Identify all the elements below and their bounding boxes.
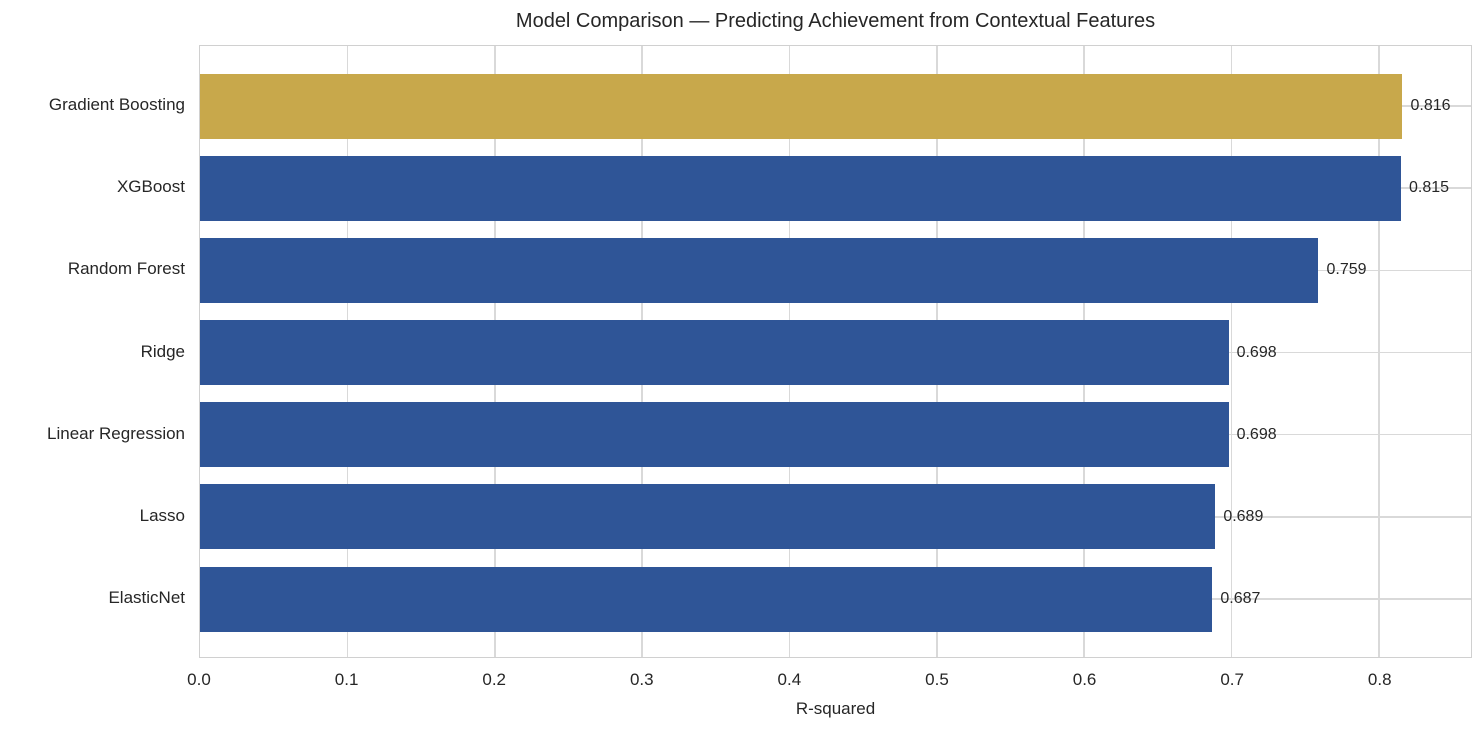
- bar-xgboost: [200, 155, 1401, 221]
- bar-gradient-boosting: [200, 73, 1403, 139]
- x-axis-tick-labels: 0.0 0.1 0.2 0.3 0.4 0.5 0.6 0.7 0.8: [187, 658, 1472, 689]
- x-tick-label: 0.7: [1220, 670, 1244, 689]
- x-tick-label: 0.8: [1367, 670, 1392, 689]
- y-tick-label: ElasticNet: [108, 588, 185, 607]
- bar-linear-regression: [200, 402, 1229, 468]
- plot-area: 0.816 0.815 0.759 0.698 0.698 0.689 0.687: [199, 45, 1472, 658]
- y-tick-label: Random Forest: [67, 259, 185, 279]
- bar-value-label: 0.759: [1326, 261, 1367, 279]
- x-tick-label: 0.5: [925, 670, 949, 689]
- y-tick-label: XGBoost: [116, 177, 185, 197]
- bar-random-forest: [200, 237, 1319, 303]
- x-tick-label: 0.2: [482, 670, 507, 689]
- x-tick-label: 0.0: [187, 670, 211, 689]
- bar-value-label: 0.698: [1236, 343, 1277, 361]
- y-tick-label: Ridge: [140, 341, 185, 361]
- bar-lasso: [200, 484, 1216, 550]
- vertical-gridline: [1230, 46, 1233, 657]
- y-tick-label: Lasso: [139, 505, 185, 525]
- y-tick-label: Gradient Boosting: [48, 95, 185, 114]
- bar-value-label: 0.815: [1409, 179, 1450, 197]
- x-axis-label: R-squared: [795, 699, 876, 718]
- bar-value-label: 0.687: [1220, 590, 1261, 607]
- bar-value-label: 0.689: [1223, 507, 1264, 525]
- bar-elasticnet: [200, 566, 1213, 632]
- x-tick-label: 0.1: [334, 670, 359, 689]
- bar-ridge: [200, 320, 1229, 385]
- x-tick-label: 0.4: [777, 670, 802, 689]
- bar-value-label: 0.816: [1410, 97, 1451, 114]
- vertical-gridline: [1378, 46, 1380, 657]
- y-tick-label: Linear Regression: [47, 423, 185, 443]
- x-tick-label: 0.6: [1072, 670, 1097, 689]
- x-tick-label: 0.3: [629, 670, 654, 689]
- bar-value-label: 0.698: [1236, 425, 1277, 443]
- chart-title: Model Comparison — Predicting Achievemen…: [515, 10, 1156, 32]
